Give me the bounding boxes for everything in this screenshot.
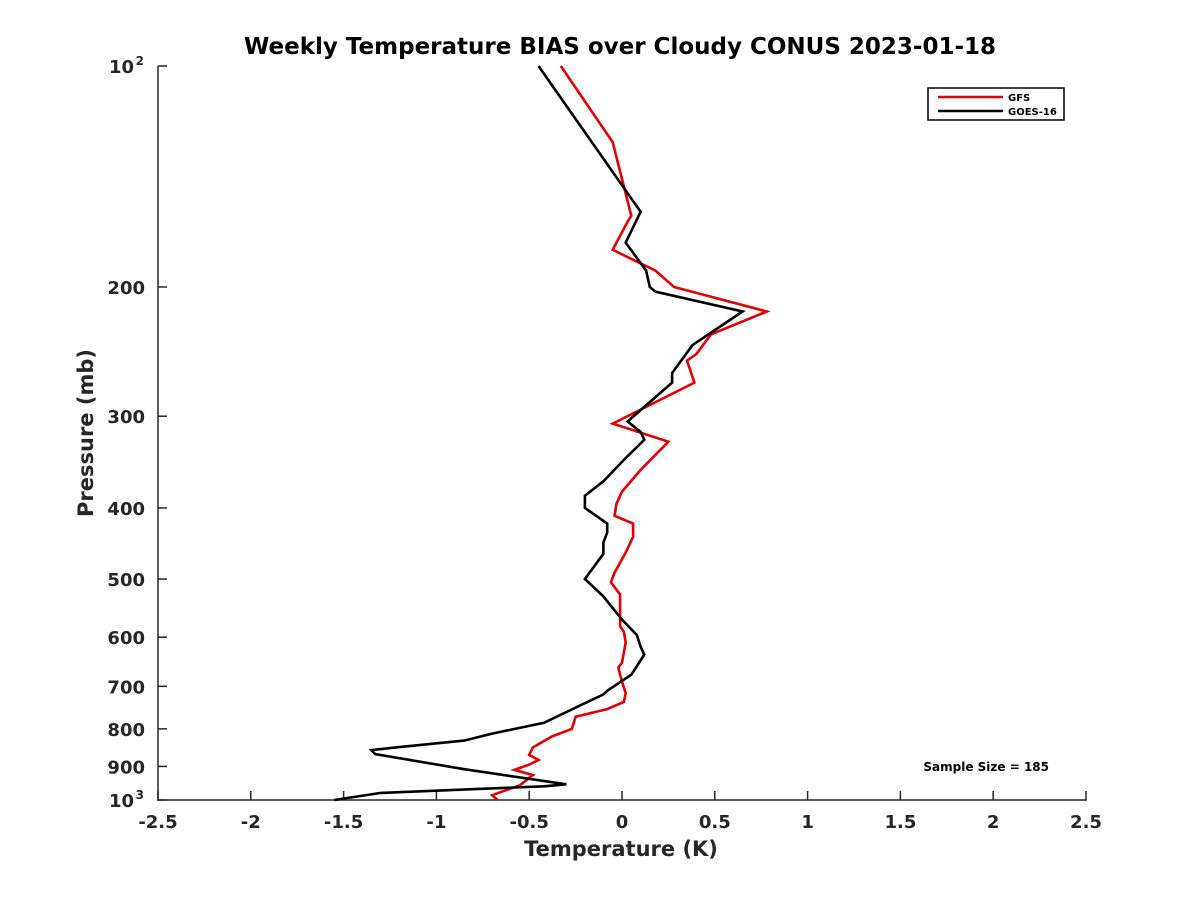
y-tick-label-exponent: 2 (136, 54, 144, 68)
x-tick-label: 2 (987, 812, 1000, 833)
y-tick-label: 800 (107, 720, 145, 741)
y-tick-label: 600 (107, 628, 145, 649)
y-tick-label: 900 (107, 757, 145, 778)
y-axis-label: Pressure (mb) (74, 349, 98, 517)
series-line-gfs (489, 65, 771, 801)
y-tick-label: 700 (107, 677, 145, 698)
y-tick-label: 400 (107, 499, 145, 520)
y-tick-label: 200 (107, 278, 145, 299)
legend-box (927, 87, 1065, 121)
x-tick-label: -1 (426, 812, 446, 833)
series-line-goes-16 (334, 65, 746, 802)
x-tick-label: 1 (801, 812, 814, 833)
legend: GFS GOES-16 (927, 87, 1065, 121)
x-axis-label: Temperature (K) (524, 837, 718, 861)
x-tick-label: -1.5 (324, 812, 363, 833)
x-tick-label: 1.5 (884, 812, 916, 833)
x-tick-label: 0 (616, 812, 629, 833)
legend-label-goes16: GOES-16 (1008, 107, 1057, 118)
y-tick-label: 10 (109, 791, 134, 812)
sample-size-annotation: Sample Size = 185 (923, 760, 1049, 774)
y-tick-label-exponent: 3 (136, 788, 144, 802)
legend-label-gfs: GFS (1008, 93, 1030, 104)
x-axis-ticks: -2.5 -2 -1.5 -1 -0.5 0 0.5 1 1.5 2 2.5 (138, 791, 1102, 833)
x-tick-label: 2.5 (1070, 812, 1102, 833)
x-tick-label: -2 (241, 812, 261, 833)
y-tick-label: 500 (107, 570, 145, 591)
series-layer (334, 65, 771, 802)
x-tick-label: -0.5 (510, 812, 549, 833)
y-tick-label: 300 (107, 407, 145, 428)
y-tick-label: 10 (109, 57, 134, 78)
x-tick-label: 0.5 (699, 812, 731, 833)
chart-title: Weekly Temperature BIAS over Cloudy CONU… (244, 34, 996, 60)
x-tick-label: -2.5 (138, 812, 177, 833)
